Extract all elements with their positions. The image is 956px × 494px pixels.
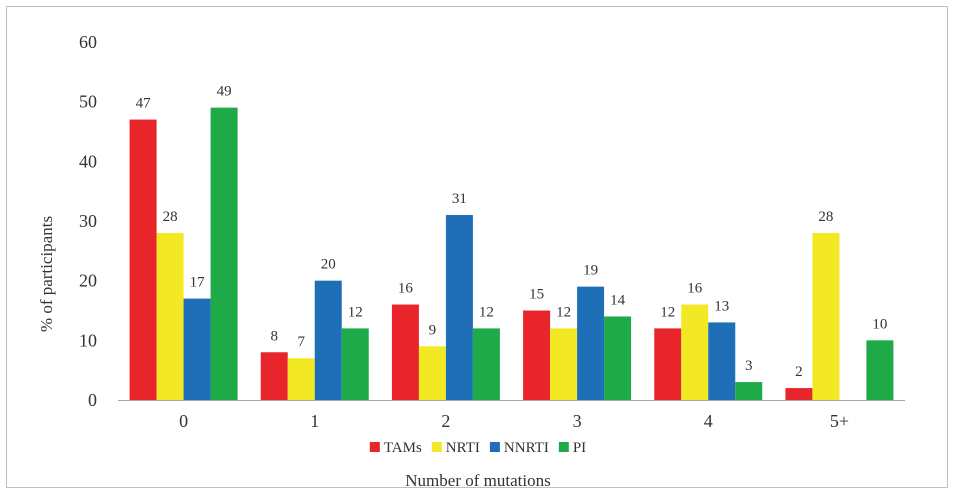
bar-tams-1 <box>260 352 288 400</box>
legend-item-nrti: NRTI <box>431 440 480 456</box>
x-tick-label: 2 <box>441 411 450 431</box>
bars <box>129 107 894 401</box>
bar-tams-3 <box>523 310 551 400</box>
data-label: 3 <box>745 358 753 374</box>
data-label: 17 <box>190 275 206 291</box>
legend-swatch <box>558 442 569 452</box>
legend-swatch <box>431 442 442 452</box>
legend-swatch <box>369 442 380 452</box>
data-label: 12 <box>348 304 363 320</box>
x-tick-label: 1 <box>310 411 319 431</box>
bar-nrti-4 <box>681 304 709 400</box>
data-label: 8 <box>271 328 279 344</box>
y-tick-label: 20 <box>79 271 97 291</box>
data-label: 12 <box>479 304 494 320</box>
data-label: 2 <box>795 364 803 380</box>
data-label: 31 <box>452 191 467 207</box>
bar-nnrti-0 <box>183 298 211 400</box>
y-tick-label: 30 <box>79 211 97 231</box>
y-tick-label: 40 <box>79 151 97 171</box>
bar-nnrti-4 <box>708 322 736 400</box>
data-label: 49 <box>217 84 232 100</box>
legend-label: PI <box>573 440 586 456</box>
legend: TAMs NRTI NNRTI PI <box>369 440 586 456</box>
legend-label: NRTI <box>446 440 480 456</box>
y-axis-title: % of participants <box>37 216 56 332</box>
data-label: 12 <box>556 304 571 320</box>
bar-pi-0 <box>210 107 238 400</box>
bar-nnrti-1 <box>314 280 342 400</box>
bar-nrti-0 <box>156 232 184 400</box>
data-label: 20 <box>321 257 336 273</box>
data-label: 15 <box>529 287 544 303</box>
data-label: 14 <box>610 292 626 308</box>
bar-nrti-3 <box>550 328 578 400</box>
legend-label: NNRTI <box>504 440 549 456</box>
bar-tams-0 <box>129 119 157 401</box>
bar-pi-1 <box>341 328 369 400</box>
legend-item-pi: PI <box>558 440 586 456</box>
data-label: 9 <box>429 322 437 338</box>
data-labels: 47 28 17 49 8 7 20 12 16 9 31 12 15 12 19 14 12 16 13 3 2 28 1… <box>136 84 888 380</box>
legend-item-tams: TAMs <box>369 440 422 456</box>
data-label: 28 <box>818 209 833 225</box>
y-tick-label: 60 <box>79 32 97 52</box>
bar-nnrti-3 <box>577 286 605 400</box>
bar-tams-5+ <box>785 388 813 400</box>
data-label: 28 <box>163 209 178 225</box>
data-label: 47 <box>136 96 152 112</box>
data-label: 13 <box>714 298 729 314</box>
data-label: 12 <box>660 304 675 320</box>
data-label: 10 <box>872 316 887 332</box>
data-label: 7 <box>298 334 306 350</box>
x-tick-label: 4 <box>704 411 713 431</box>
legend-swatch <box>489 442 500 452</box>
bar-nnrti-2 <box>445 215 473 400</box>
x-axis-ticks: 0 1 2 3 4 5+ <box>179 411 849 431</box>
y-tick-label: 0 <box>88 390 97 410</box>
bar-pi-5+ <box>866 340 894 400</box>
x-tick-label: 3 <box>573 411 582 431</box>
data-label: 19 <box>583 263 598 279</box>
bar-nrti-2 <box>418 346 446 400</box>
bar-tams-2 <box>391 304 419 400</box>
data-label: 16 <box>687 281 703 297</box>
bar-nrti-1 <box>287 358 315 400</box>
bar-nrti-5+ <box>812 232 840 400</box>
legend-item-nnrti: NNRTI <box>489 440 549 456</box>
x-axis-title: Number of mutations <box>405 471 550 490</box>
data-label: 16 <box>398 281 414 297</box>
x-tick-label: 0 <box>179 411 188 431</box>
bar-pi-2 <box>472 328 500 400</box>
legend-label: TAMs <box>384 440 422 456</box>
y-axis-ticks: 0 10 20 30 40 50 60 <box>79 32 97 410</box>
bar-pi-3 <box>604 316 632 400</box>
y-tick-label: 50 <box>79 92 97 112</box>
bar-tams-4 <box>654 328 682 400</box>
y-tick-label: 10 <box>79 330 97 350</box>
x-tick-label: 5+ <box>830 411 849 431</box>
bar-pi-4 <box>735 382 763 400</box>
